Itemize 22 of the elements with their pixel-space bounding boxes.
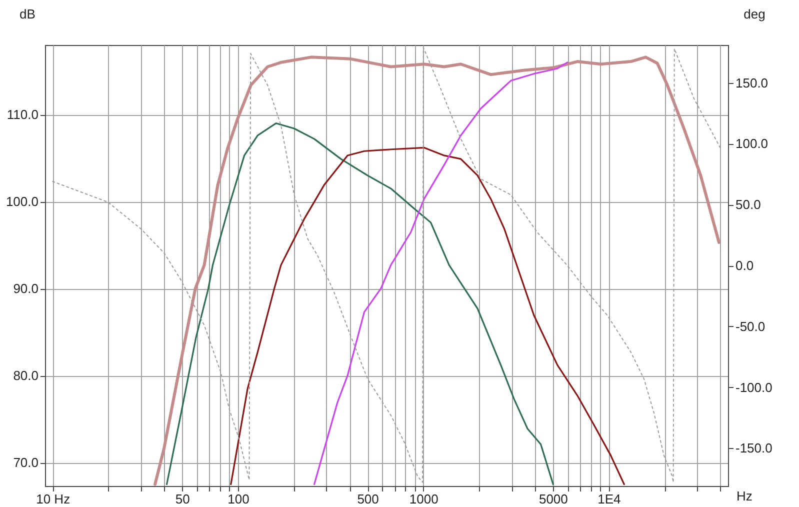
x-tick-label: 1000: [409, 492, 438, 506]
y-axis-title: dB: [20, 6, 36, 22]
y2-tick-label: 100.0: [736, 136, 768, 152]
y2-axis-title: deg: [744, 6, 766, 22]
y-tick-label: 100.0: [6, 194, 38, 210]
y-tick-label: 70.0: [13, 455, 38, 470]
y-tick-label: 110.0: [6, 107, 38, 122]
y2-tick-label: 0.0: [736, 258, 754, 273]
x-tick-label: 500: [357, 492, 379, 506]
y2-tick-label: 150.0: [736, 75, 768, 90]
y2-tick-label: -100.0: [736, 380, 772, 395]
y2-tick-label: 50.0: [736, 197, 761, 212]
x-tick-label: 50: [175, 492, 190, 506]
x-tick-label: 5000: [538, 492, 568, 506]
y2-tick-label: -50.0: [736, 318, 766, 334]
y2-tick-label: -150.0: [736, 440, 772, 456]
y-tick-label: 90.0: [13, 281, 38, 296]
x-tick-label: 1E4: [598, 492, 621, 506]
y-tick-label: 80.0: [13, 368, 38, 384]
x-axis-title: Hz: [736, 488, 752, 504]
x-tick-label: 100: [228, 492, 250, 506]
x-tick-label: 10 Hz: [36, 492, 70, 506]
